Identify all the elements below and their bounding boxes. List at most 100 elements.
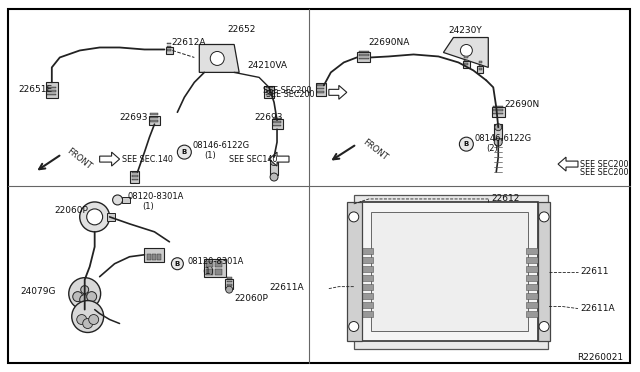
Bar xyxy=(215,261,222,267)
Circle shape xyxy=(172,258,183,270)
Text: SEE SEC200: SEE SEC200 xyxy=(264,86,312,95)
Text: (1): (1) xyxy=(202,267,214,276)
Bar xyxy=(227,284,232,286)
Bar xyxy=(206,269,213,275)
Bar xyxy=(150,113,159,115)
Bar xyxy=(361,293,372,299)
Text: 22060P: 22060P xyxy=(55,206,89,215)
Circle shape xyxy=(211,51,224,65)
Polygon shape xyxy=(444,38,488,67)
Bar xyxy=(206,261,213,267)
Bar xyxy=(526,302,538,308)
Bar xyxy=(122,197,129,203)
Text: 22611A: 22611A xyxy=(580,304,614,313)
Text: 24210VA: 24210VA xyxy=(247,61,287,70)
Bar xyxy=(493,106,503,107)
Text: (2): (2) xyxy=(486,144,498,153)
Circle shape xyxy=(460,137,474,151)
Bar xyxy=(465,60,468,61)
Bar xyxy=(361,202,538,341)
Bar xyxy=(273,125,281,126)
Text: 24079G: 24079G xyxy=(20,287,56,296)
Text: 22060P: 22060P xyxy=(234,294,268,303)
Text: 22690NA: 22690NA xyxy=(369,38,410,47)
Circle shape xyxy=(72,301,104,333)
Bar xyxy=(361,257,372,263)
Bar xyxy=(46,82,58,98)
Bar xyxy=(107,213,115,221)
Circle shape xyxy=(86,209,102,225)
Bar xyxy=(538,202,550,341)
Bar xyxy=(145,248,164,262)
Circle shape xyxy=(77,315,86,324)
Text: 22693: 22693 xyxy=(120,113,148,122)
Bar xyxy=(150,117,159,118)
Bar xyxy=(132,179,138,180)
Bar xyxy=(130,171,139,183)
Text: SEE SEC200: SEE SEC200 xyxy=(266,90,315,99)
Bar xyxy=(526,311,538,317)
Circle shape xyxy=(83,318,93,328)
Bar xyxy=(361,248,372,254)
Bar xyxy=(273,121,281,123)
Circle shape xyxy=(177,145,191,159)
Text: 22690N: 22690N xyxy=(504,100,540,109)
Bar xyxy=(463,61,470,68)
Bar xyxy=(357,52,370,62)
Bar xyxy=(479,68,482,70)
Text: B: B xyxy=(182,149,187,155)
Bar xyxy=(359,51,369,52)
Text: 22611: 22611 xyxy=(580,267,609,276)
Bar xyxy=(215,269,222,275)
Bar xyxy=(493,109,503,111)
Circle shape xyxy=(539,321,549,331)
Polygon shape xyxy=(329,85,347,99)
Bar xyxy=(47,87,56,88)
Text: 22612: 22612 xyxy=(492,195,520,203)
Text: B: B xyxy=(175,261,180,267)
Bar xyxy=(465,57,468,58)
Bar xyxy=(492,107,505,117)
Text: R2260021: R2260021 xyxy=(577,353,623,362)
Bar xyxy=(354,195,548,349)
Text: (1): (1) xyxy=(204,151,216,160)
Bar xyxy=(361,275,372,280)
Polygon shape xyxy=(100,152,120,166)
Circle shape xyxy=(226,286,233,293)
Circle shape xyxy=(80,202,109,232)
Bar xyxy=(347,202,362,341)
Circle shape xyxy=(271,158,278,166)
Bar xyxy=(132,171,138,173)
Bar xyxy=(526,275,538,280)
Circle shape xyxy=(349,212,359,222)
Text: FRONT: FRONT xyxy=(65,147,93,171)
Bar xyxy=(465,64,468,65)
Bar xyxy=(479,61,482,63)
Text: 08146-6122G: 08146-6122G xyxy=(193,141,250,150)
Polygon shape xyxy=(558,157,578,171)
Circle shape xyxy=(349,321,359,331)
Bar xyxy=(266,90,273,92)
Text: 08120-8301A: 08120-8301A xyxy=(188,257,244,266)
Text: 22693: 22693 xyxy=(254,113,283,122)
Bar xyxy=(132,175,138,177)
Circle shape xyxy=(80,295,90,305)
Text: 24230Y: 24230Y xyxy=(449,26,482,35)
Text: SEE SEC140: SEE SEC140 xyxy=(229,155,278,164)
Bar xyxy=(204,259,226,277)
Circle shape xyxy=(86,292,97,302)
Text: (1): (1) xyxy=(143,202,154,211)
Bar xyxy=(526,257,538,263)
Bar xyxy=(526,266,538,272)
Bar xyxy=(493,113,503,114)
Text: B: B xyxy=(464,141,469,147)
Bar xyxy=(526,248,538,254)
Text: SEE SEC200: SEE SEC200 xyxy=(580,160,628,169)
Bar xyxy=(479,65,482,67)
Bar xyxy=(361,266,372,272)
Bar xyxy=(47,94,56,95)
Bar xyxy=(317,88,324,89)
Bar xyxy=(264,86,274,98)
Bar xyxy=(371,212,528,331)
Bar xyxy=(317,92,324,93)
